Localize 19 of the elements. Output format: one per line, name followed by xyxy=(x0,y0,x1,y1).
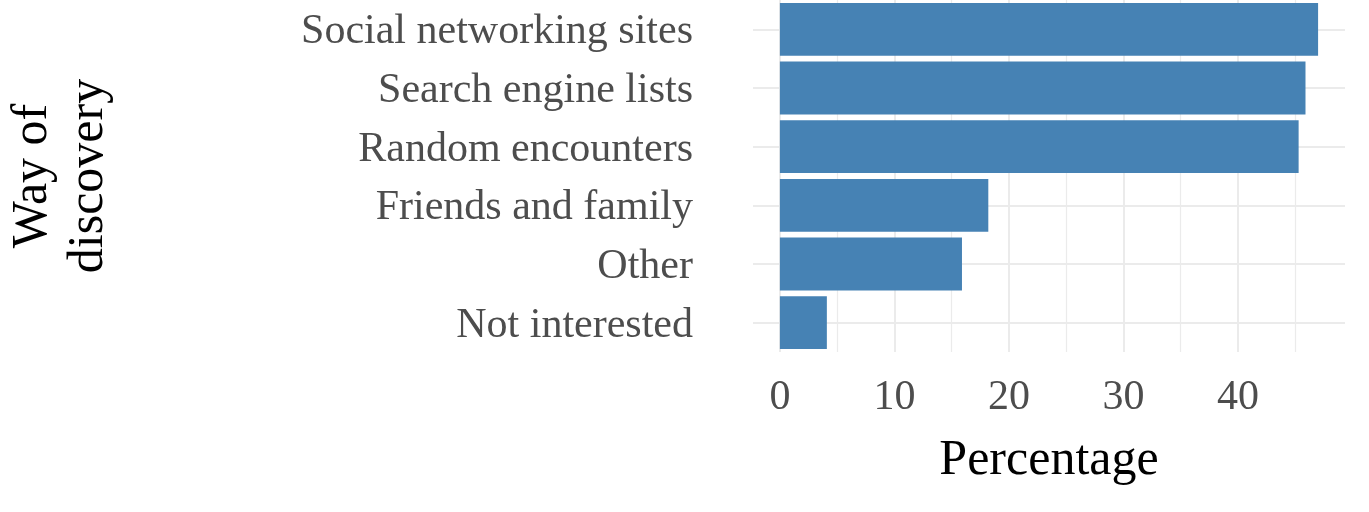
bar xyxy=(779,178,989,232)
bar xyxy=(779,237,962,291)
bar xyxy=(779,2,1319,56)
y-axis-title: Way of discovery xyxy=(1,78,113,274)
x-tick-label: 0 xyxy=(769,372,791,418)
bar xyxy=(779,120,1299,174)
x-axis-title: Percentage xyxy=(939,429,1159,485)
y-tick-label: Random encounters xyxy=(358,123,693,170)
x-tick-label: 20 xyxy=(987,372,1030,418)
y-tick-label: Social networking sites xyxy=(301,6,693,53)
x-tick-label: 30 xyxy=(1102,372,1145,418)
y-tick-label: Not interested xyxy=(456,299,693,346)
y-tick-label: Other xyxy=(597,241,693,287)
x-tick-label: 10 xyxy=(873,372,916,418)
bar xyxy=(779,296,827,350)
bar xyxy=(779,61,1306,115)
y-tick-label: Search engine lists xyxy=(378,65,693,111)
x-tick-label: 40 xyxy=(1216,372,1259,418)
y-tick-label: Friends and family xyxy=(375,182,693,229)
